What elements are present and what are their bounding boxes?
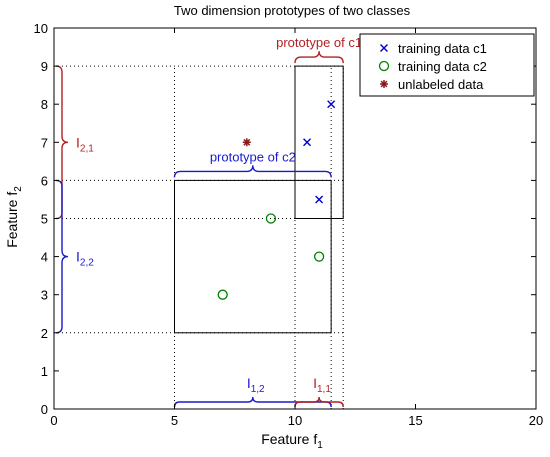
prototype-box bbox=[174, 179, 332, 334]
legend-marker bbox=[378, 60, 390, 72]
guide-lines bbox=[54, 65, 344, 409]
x-tick-label: 10 bbox=[288, 413, 302, 428]
data-point bbox=[313, 251, 325, 262]
legend-label: training data c2 bbox=[398, 59, 487, 74]
prototype-box bbox=[294, 65, 344, 219]
x-axis-label-main: Feature f bbox=[261, 431, 317, 447]
y-tick-label: 0 bbox=[41, 402, 48, 417]
data-point bbox=[315, 195, 324, 204]
data-point bbox=[327, 100, 336, 109]
data-point bbox=[242, 138, 251, 147]
y-tick-label: 5 bbox=[41, 212, 48, 227]
legend-marker bbox=[380, 44, 388, 52]
data-point bbox=[303, 138, 312, 147]
x-tick-label: 0 bbox=[50, 413, 57, 428]
prototype-boxes: prototype of c1 prototype of c2 bbox=[173, 35, 362, 334]
interval-brace bbox=[55, 179, 69, 334]
y-tick-label: 2 bbox=[41, 326, 48, 341]
legend: training data c1 training data c2 unlabele… bbox=[359, 33, 535, 97]
prototype-label: prototype of c1 bbox=[276, 35, 362, 50]
interval-label: I1,2 bbox=[247, 375, 265, 395]
interval-brace bbox=[294, 396, 344, 408]
x-axis-label: Feature f1 bbox=[261, 431, 323, 451]
y-axis-label-sub: 2 bbox=[13, 186, 24, 192]
y-tick-label: 9 bbox=[41, 59, 48, 74]
y-tick-label: 7 bbox=[41, 135, 48, 150]
interval-label: I2,1 bbox=[76, 134, 94, 154]
x-tick-label: 15 bbox=[408, 413, 422, 428]
y-axis-label: Feature f2 bbox=[4, 186, 24, 248]
x-axis-label-sub: 1 bbox=[317, 440, 323, 451]
y-tick-label: 4 bbox=[41, 250, 48, 265]
chart-title: Two dimension prototypes of two classes bbox=[174, 3, 411, 18]
legend-label: training data c1 bbox=[398, 41, 487, 56]
data-point bbox=[217, 289, 228, 300]
interval-label: I1,1 bbox=[313, 375, 331, 395]
y-tick-label: 1 bbox=[41, 364, 48, 379]
y-axis-label-main: Feature f bbox=[4, 192, 20, 248]
x-tick-label: 5 bbox=[171, 413, 178, 428]
y-tick-label: 3 bbox=[41, 288, 48, 303]
data-point bbox=[265, 213, 277, 224]
data-points bbox=[217, 100, 336, 300]
y-tick-label: 10 bbox=[34, 21, 48, 36]
x-tick-label: 20 bbox=[529, 413, 543, 428]
y-tick-label: 6 bbox=[41, 173, 48, 188]
interval-braces: I2,1 I2,2 I1,2 I1,1 bbox=[55, 65, 344, 408]
prototype-brace bbox=[173, 165, 332, 178]
axes: 0 5 10 15 20 0 1 2 3 4 5 6 7 8 9 10 bbox=[34, 21, 544, 428]
interval-label: I2,2 bbox=[76, 249, 94, 269]
prototype-label: prototype of c2 bbox=[210, 149, 296, 164]
legend-marker bbox=[380, 80, 388, 88]
prototype-brace bbox=[294, 51, 344, 64]
legend-label: unlabeled data bbox=[398, 77, 484, 92]
y-tick-label: 8 bbox=[41, 97, 48, 112]
